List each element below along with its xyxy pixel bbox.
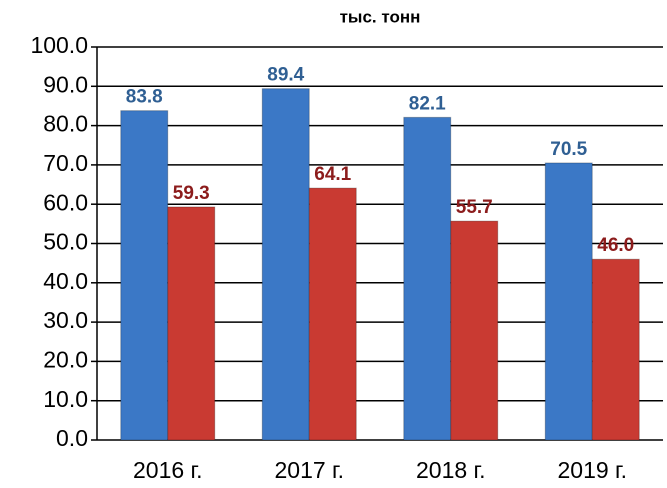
y-tick-label: 80.0 — [43, 111, 88, 137]
y-tick-label: 30.0 — [43, 307, 88, 333]
bar — [261, 88, 310, 441]
y-tick-label: 90.0 — [43, 71, 88, 97]
y-tick-label: 100.0 — [30, 32, 88, 58]
x-tick-label: 2016 г. — [133, 457, 203, 483]
bar — [591, 258, 640, 441]
y-tick-label: 10.0 — [43, 386, 88, 412]
data-label: 59.3 — [173, 183, 210, 204]
y-tick-label: 60.0 — [43, 189, 88, 215]
bar — [544, 162, 593, 441]
bar — [308, 187, 357, 441]
y-tick-label: 50.0 — [43, 229, 88, 255]
x-tick-label: 2018 г. — [416, 457, 486, 483]
data-label: 89.4 — [267, 65, 304, 86]
data-label: 64.1 — [314, 164, 351, 185]
bar — [403, 116, 452, 441]
data-label: 82.1 — [409, 93, 446, 114]
data-label: 83.8 — [126, 87, 163, 108]
y-tick-label: 70.0 — [43, 150, 88, 176]
data-label: 55.7 — [456, 197, 493, 218]
bar — [120, 110, 169, 441]
x-tick-label: 2017 г. — [274, 457, 344, 483]
chart-title: тыс. тонн — [340, 7, 421, 26]
y-tick-label: 20.0 — [43, 346, 88, 372]
y-tick-label: 0.0 — [56, 425, 88, 451]
data-label: 46.0 — [597, 235, 634, 256]
bar — [167, 206, 216, 441]
x-tick-label: 2019 г. — [557, 457, 627, 483]
y-tick-label: 40.0 — [43, 268, 88, 294]
bar — [450, 220, 499, 441]
data-label: 70.5 — [550, 139, 587, 160]
